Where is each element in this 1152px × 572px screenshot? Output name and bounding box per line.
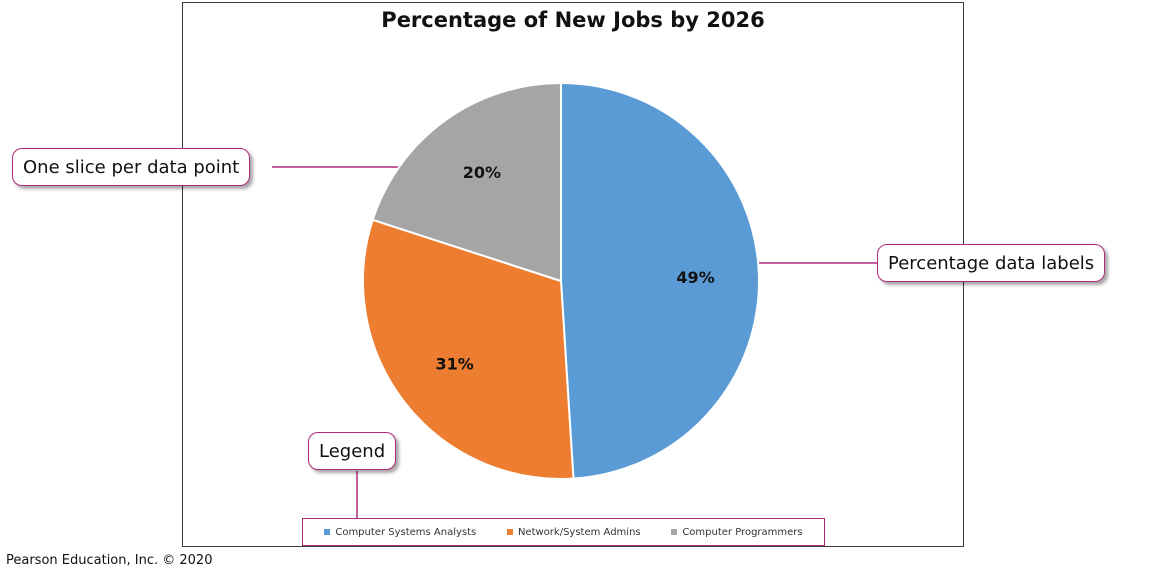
legend-item-0: Computer Systems Analysts [324, 527, 476, 538]
chart-legend: Computer Systems Analysts Network/System… [302, 518, 825, 546]
copyright-text: Pearson Education, Inc. © 2020 [6, 553, 213, 568]
slice-data-label: 31% [435, 355, 473, 374]
legend-swatch [671, 529, 678, 535]
legend-label: Computer Programmers [682, 526, 803, 538]
chart-title: Percentage of New Jobs by 2026 [381, 8, 765, 32]
callout-data-labels: Percentage data labels [877, 244, 1106, 282]
slice-data-label: 49% [676, 268, 714, 287]
legend-label: Computer Systems Analysts [335, 526, 477, 538]
legend-item-1: Network/System Admins [506, 526, 641, 538]
pie-slice [560, 81, 760, 480]
legend-item-2: Computer Programmers [671, 526, 803, 538]
callout-legend: Legend [308, 432, 397, 470]
legend-label: Network/System Admins [517, 526, 641, 538]
slice-data-label: 20% [463, 163, 501, 182]
legend-swatch [506, 529, 513, 535]
callout-slice: One slice per data point [12, 148, 251, 186]
pie-slice [371, 81, 562, 283]
pie-slice [362, 218, 575, 480]
legend-swatch [324, 529, 331, 535]
